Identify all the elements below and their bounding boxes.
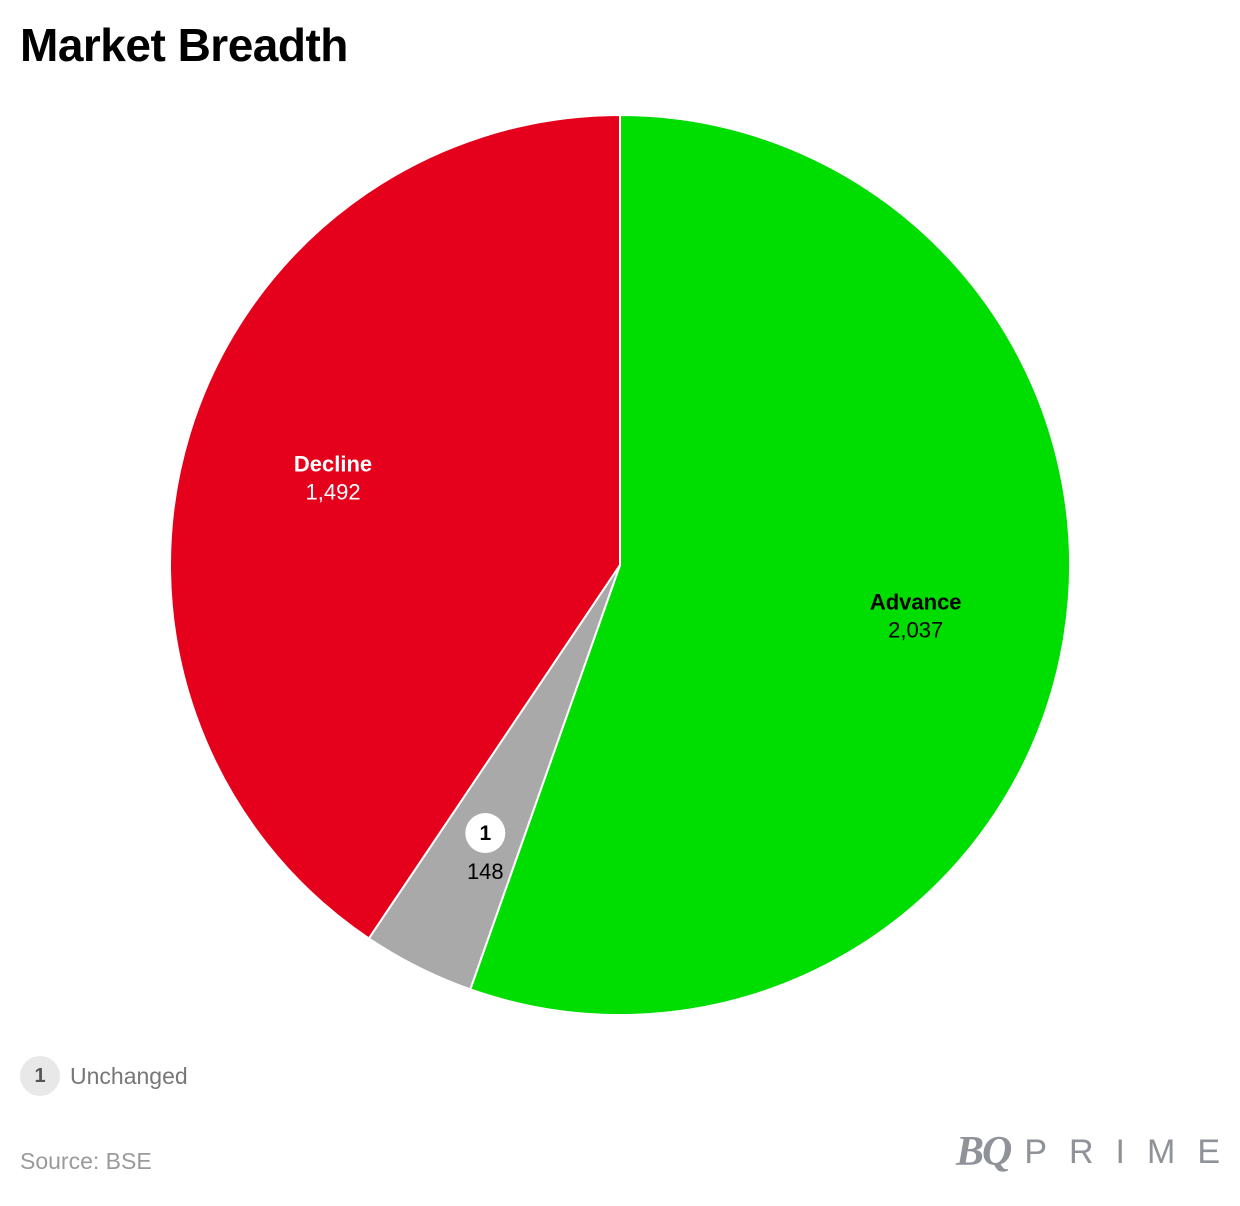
slice-marker-text-unchanged: 1 (479, 822, 491, 845)
chart-title: Market Breadth (20, 19, 348, 71)
slice-label-decline: Decline (294, 451, 372, 476)
brand-logo: BQ PRIME (956, 1128, 1220, 1176)
source-note: Source: BSE (20, 1148, 152, 1174)
brand-prime: PRIME (1024, 1132, 1240, 1171)
slice-marker-unchanged (465, 813, 506, 854)
data-label-decline: 1,492 (306, 479, 361, 504)
slice-label-advance: Advance (870, 590, 962, 615)
pie-slice-decline (169, 113, 621, 940)
brand-bq: BQ (955, 1129, 1012, 1175)
pie-chart: Advance 2,037 1 148 Decline 1,492 (169, 113, 1071, 1016)
legend: 1 Unchanged (20, 1056, 188, 1096)
data-label-advance: 2,037 (888, 618, 943, 643)
legend-label: Unchanged (70, 1062, 188, 1089)
data-label-unchanged: 148 (467, 859, 504, 884)
legend-marker: 1 (20, 1056, 60, 1096)
